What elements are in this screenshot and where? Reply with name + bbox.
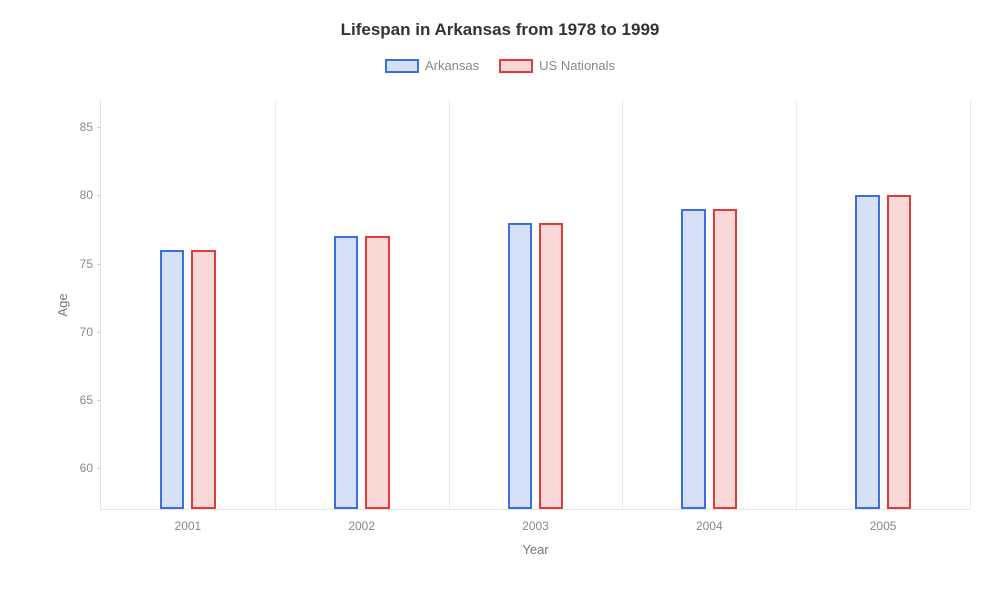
- bar: [713, 209, 737, 509]
- xtick-label: 2003: [522, 509, 549, 533]
- legend-item-us-nationals: US Nationals: [499, 58, 615, 73]
- gridline-v: [796, 100, 797, 509]
- ytick-mark: [97, 332, 101, 333]
- bar: [160, 250, 184, 509]
- gridline-v: [622, 100, 623, 509]
- plot-area: Age Year 6065707580852001200220032004200…: [100, 100, 970, 510]
- bar: [539, 223, 563, 509]
- bar: [887, 195, 911, 509]
- gridline-v: [275, 100, 276, 509]
- y-axis-label: Age: [55, 293, 70, 316]
- ytick-mark: [97, 468, 101, 469]
- gridline-v: [449, 100, 450, 509]
- legend: Arkansas US Nationals: [0, 58, 1000, 73]
- bar: [334, 236, 358, 509]
- ytick-mark: [97, 264, 101, 265]
- legend-label-arkansas: Arkansas: [425, 58, 479, 73]
- legend-swatch-us-nationals: [499, 59, 533, 73]
- xtick-label: 2004: [696, 509, 723, 533]
- ytick-mark: [97, 127, 101, 128]
- legend-swatch-arkansas: [385, 59, 419, 73]
- chart-container: Lifespan in Arkansas from 1978 to 1999 A…: [0, 0, 1000, 600]
- legend-label-us-nationals: US Nationals: [539, 58, 615, 73]
- gridline-v: [970, 100, 971, 509]
- xtick-label: 2001: [175, 509, 202, 533]
- plot-wrap: Age Year 6065707580852001200220032004200…: [70, 100, 980, 540]
- bar: [855, 195, 879, 509]
- bar: [191, 250, 215, 509]
- x-axis-label: Year: [522, 542, 548, 557]
- bar: [508, 223, 532, 509]
- ytick-mark: [97, 195, 101, 196]
- bar: [681, 209, 705, 509]
- xtick-label: 2005: [870, 509, 897, 533]
- legend-item-arkansas: Arkansas: [385, 58, 479, 73]
- xtick-label: 2002: [348, 509, 375, 533]
- chart-title: Lifespan in Arkansas from 1978 to 1999: [0, 0, 1000, 40]
- ytick-mark: [97, 400, 101, 401]
- bar: [365, 236, 389, 509]
